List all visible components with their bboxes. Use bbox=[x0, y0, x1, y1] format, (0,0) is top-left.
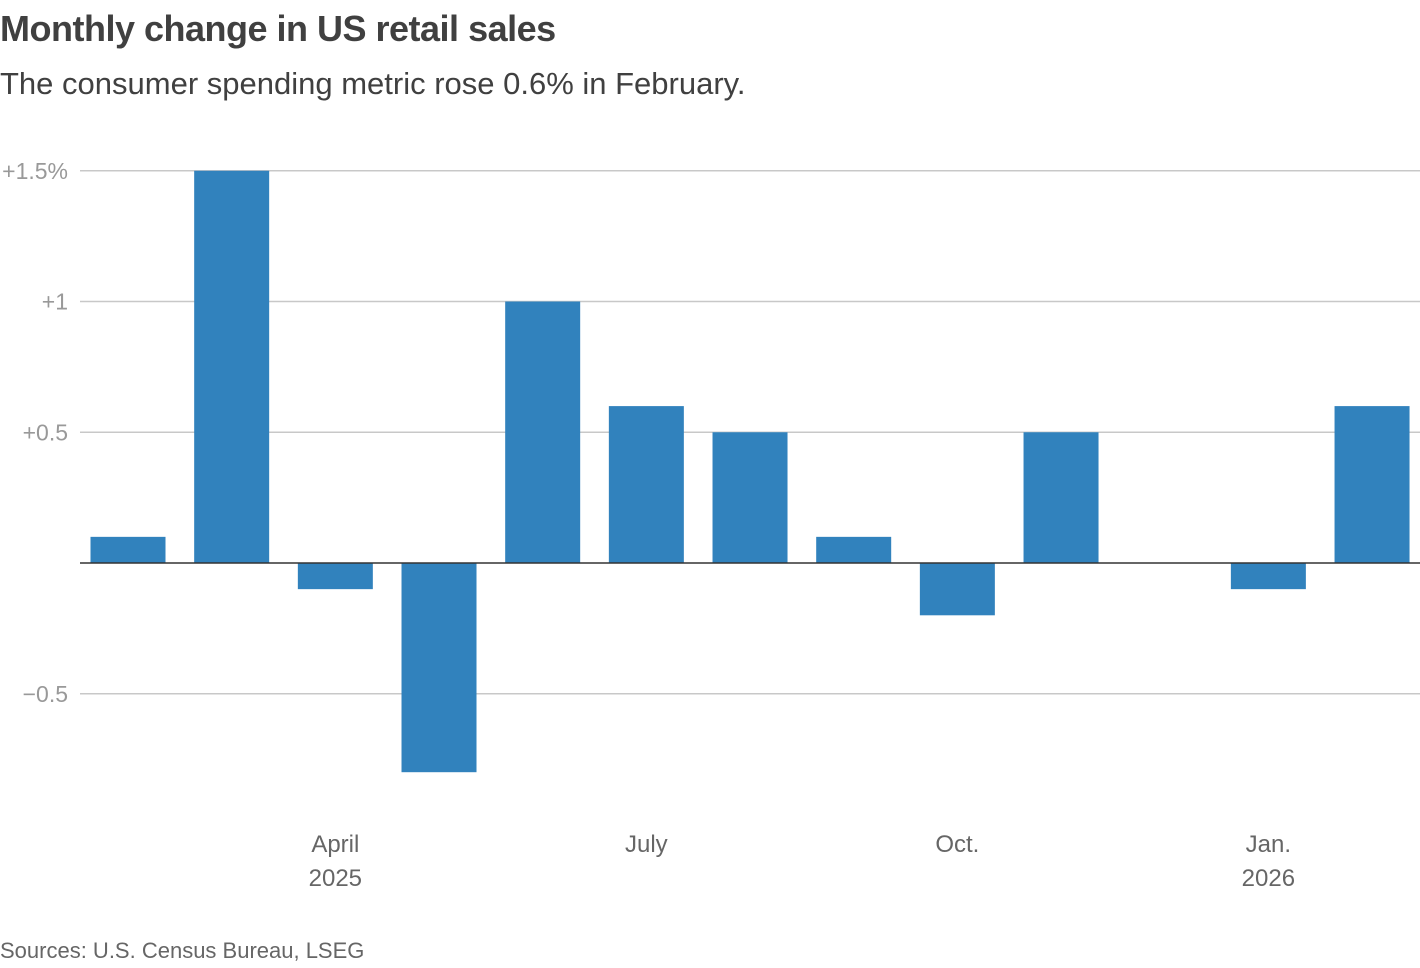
y-tick-label: −0.5 bbox=[23, 681, 68, 707]
x-tick-label: July bbox=[625, 831, 668, 858]
bar-jan-2026 bbox=[1230, 563, 1306, 590]
x-tick-year-label: 2025 bbox=[309, 865, 362, 892]
x-tick-label: Jan. bbox=[1246, 831, 1291, 858]
x-tick-label: April bbox=[311, 831, 359, 858]
bar-jun-2025 bbox=[505, 301, 581, 563]
source-note: Sources: U.S. Census Bureau, LSEG bbox=[0, 938, 365, 963]
bar-may-2025 bbox=[401, 563, 477, 773]
y-tick-label: +0.5 bbox=[23, 419, 68, 445]
y-tick-label: +1 bbox=[42, 289, 68, 315]
chart-subtitle: The consumer spending metric rose 0.6% i… bbox=[0, 66, 746, 101]
chart-title: Monthly change in US retail sales bbox=[0, 8, 556, 49]
bar-feb-2026 bbox=[1334, 406, 1410, 563]
x-tick-year-label: 2026 bbox=[1242, 865, 1295, 892]
bar-oct-2025 bbox=[919, 563, 995, 616]
bar-mar-2025 bbox=[194, 170, 270, 563]
bar-apr-2025 bbox=[297, 563, 373, 590]
bar-aug-2025 bbox=[712, 432, 788, 563]
bar-sep-2025 bbox=[816, 536, 892, 563]
bar-feb-2025 bbox=[90, 536, 166, 563]
y-tick-label: +1.5% bbox=[2, 158, 68, 184]
x-tick-label: Oct. bbox=[935, 831, 979, 858]
bar-jul-2025 bbox=[608, 406, 684, 563]
bar-nov-2025 bbox=[1023, 432, 1099, 563]
